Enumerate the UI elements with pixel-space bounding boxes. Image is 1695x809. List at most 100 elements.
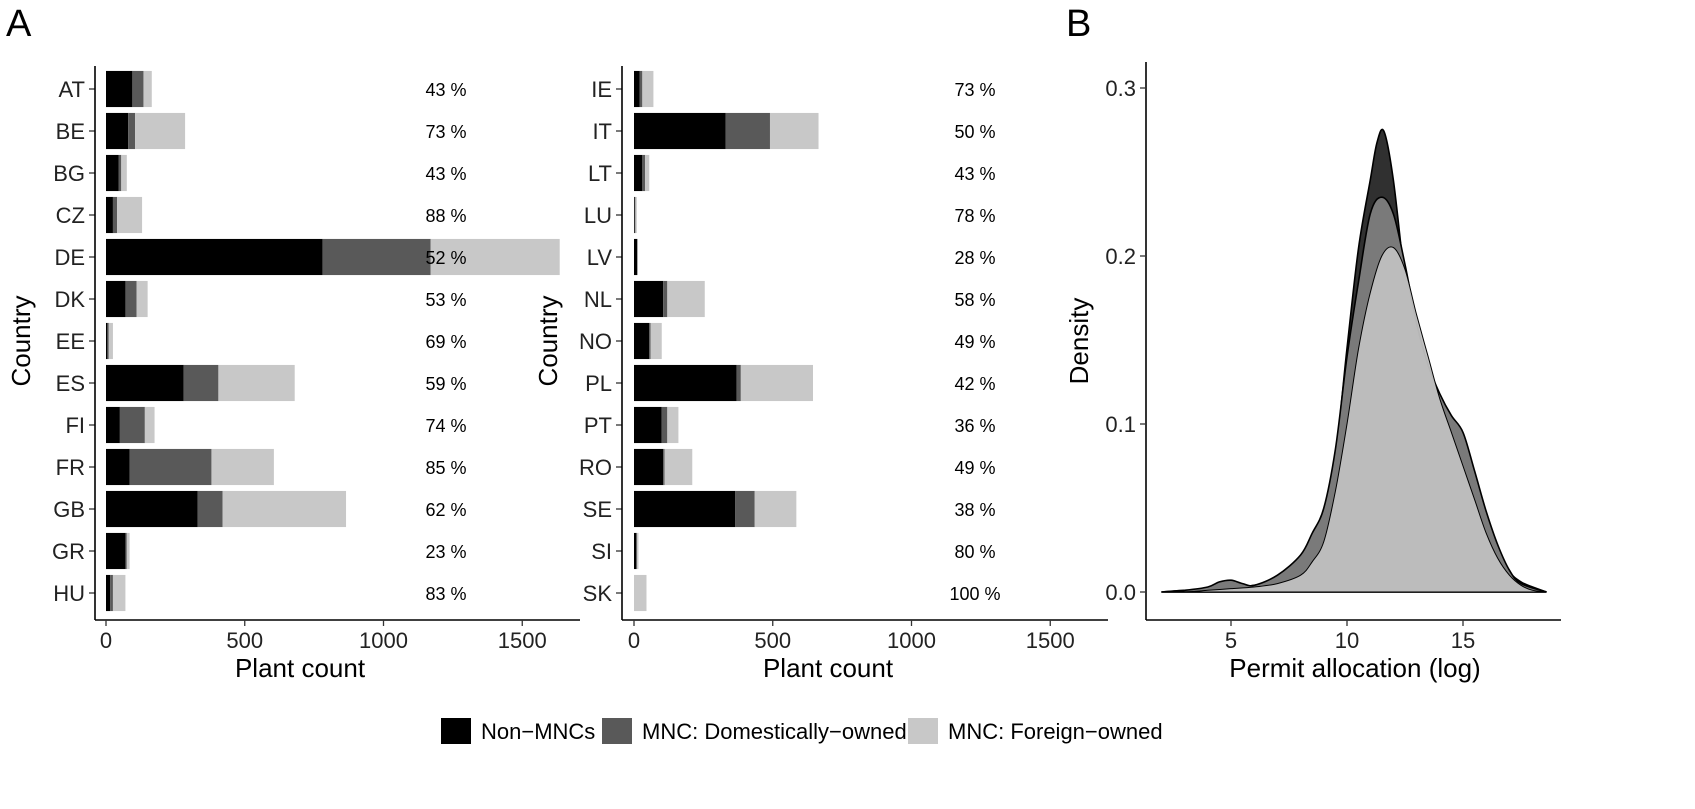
share-label: 43 % [425,80,466,100]
share-label: 80 % [954,542,995,562]
y-tick-label: LT [588,161,612,186]
y-tick-label: EE [56,329,85,354]
legend-swatch [441,718,471,744]
share-label: 52 % [425,248,466,268]
bar-segment [128,112,136,150]
x-tick-label: 10 [1335,628,1359,653]
bar-segment [110,574,113,612]
bar-segment [125,532,127,570]
bar-segment [183,364,219,402]
bar-segment [222,490,347,528]
bar-segment [634,490,736,528]
bar-segment [642,70,654,108]
share-label: 73 % [425,122,466,142]
bar-segment [650,322,662,360]
bar-segment [725,112,770,150]
bar-segment [211,448,274,486]
share-label: 69 % [425,332,466,352]
y-tick-label: CZ [56,203,85,228]
bar-segment [197,490,223,528]
bar-segment [143,70,152,108]
y-tick-label: FR [56,455,85,480]
y-tick-label: PT [584,413,612,438]
bar-segment [106,280,126,318]
x-axis-title: Plant count [763,653,894,683]
y-tick-label: ES [56,371,85,396]
bar-segment [430,238,560,276]
bar-segment [667,280,705,318]
share-label: 53 % [425,290,466,310]
x-axis-title: Plant count [235,653,366,683]
y-tick-label: BG [53,161,85,186]
bar-segment [106,406,120,444]
y-tick-label: RO [579,455,612,480]
share-label: 43 % [954,164,995,184]
bar-segment [119,406,145,444]
bar-segment [106,364,184,402]
y-tick-label: BE [56,119,85,144]
share-label: 62 % [425,500,466,520]
share-label: 58 % [954,290,995,310]
bar-segment [634,406,662,444]
bar-segment [645,154,650,192]
legend-swatch [908,718,938,744]
bar-segment [769,112,819,150]
x-tick-label: 0 [100,628,112,653]
x-tick-label: 1500 [1026,628,1075,653]
share-label: 28 % [954,248,995,268]
bar-segment [664,448,693,486]
panel-label-a: A [6,3,32,45]
bar-segment [107,322,109,360]
density-area-mnc-foreign [1161,246,1547,593]
bar-segment [106,238,323,276]
bar-segment [106,70,133,108]
bar-chart-a-right: IE 73 % IT 50 % LT 43 % LU 78 % LV 28 % NL 58 % NO 49… [533,66,1108,683]
bar-segment [106,154,119,192]
bar-segment [634,112,726,150]
y-axis-title: Country [6,295,36,386]
legend-swatch [602,718,632,744]
bar-segment [112,196,118,234]
y-tick-label: LV [587,245,613,270]
y-tick-label: 0.3 [1105,76,1136,101]
x-tick-label: 15 [1451,628,1475,653]
y-tick-label: IE [591,77,612,102]
bar-segment [106,574,111,612]
x-tick-label: 500 [226,628,263,653]
bar-segment [634,364,737,402]
x-tick-label: 1500 [498,628,547,653]
bar-segment [135,112,186,150]
legend: Non−MNCs MNC: Domestically−owned MNC: Fore… [441,718,1163,744]
bar-segment [736,364,741,402]
share-label: 100 % [949,584,1000,604]
share-label: 50 % [954,122,995,142]
y-tick-label: FI [65,413,85,438]
share-label: 78 % [954,206,995,226]
y-tick-label: LU [584,203,612,228]
bar-segment [322,238,431,276]
bar-segment [634,574,647,612]
panel-label-b: B [1066,3,1091,45]
share-label: 38 % [954,500,995,520]
y-tick-label: NL [584,287,612,312]
bar-segment [637,532,639,570]
bar-segment [740,364,813,402]
bar-segment [126,532,130,570]
bar-segment [754,490,797,528]
x-tick-label: 500 [754,628,791,653]
y-tick-label: IT [592,119,612,144]
bar-segment [663,448,665,486]
bar-segment [218,364,295,402]
share-label: 43 % [425,164,466,184]
y-tick-label: GR [52,539,85,564]
bar-segment [121,154,127,192]
x-tick-label: 1000 [887,628,936,653]
bar-segment [634,154,643,192]
legend-label: Non−MNCs [481,719,595,744]
legend-item-mnc-domestic: MNC: Domestically−owned [602,718,907,744]
share-label: 59 % [425,374,466,394]
legend-label: MNC: Domestically−owned [642,719,907,744]
bar-segment [667,406,679,444]
share-label: 85 % [425,458,466,478]
bar-segment [634,196,636,234]
